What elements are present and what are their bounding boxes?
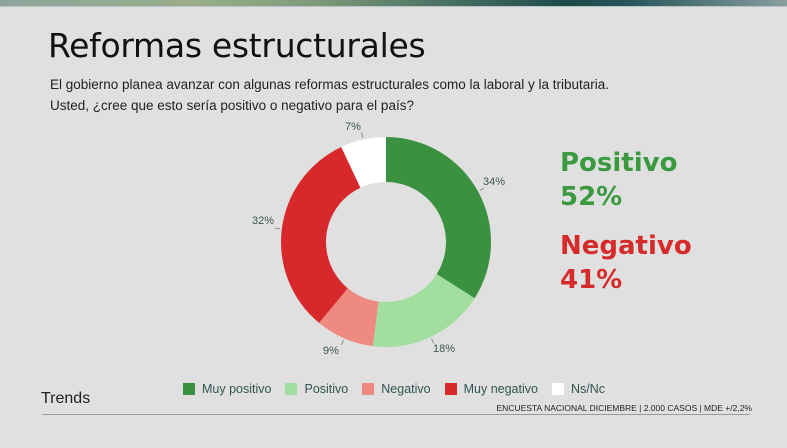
label-muy-negativo: 32% xyxy=(252,215,275,227)
label-ns-nc: 7% xyxy=(345,121,361,133)
legend-label: Muy negativo xyxy=(463,382,538,396)
positive-value: 52% xyxy=(560,182,623,212)
brand-logo: Trends xyxy=(41,390,91,407)
legend-label: Ns/Nc xyxy=(570,382,605,396)
legend-swatch xyxy=(362,383,375,395)
legend-item-muy-positivo: Muy positivo xyxy=(183,382,271,396)
label-leader-lines xyxy=(274,132,485,345)
question-line-2: Usted, ¿cree que esto sería positivo o n… xyxy=(50,98,414,113)
legend-swatch xyxy=(551,383,564,395)
legend-label: Negativo xyxy=(381,382,431,396)
label-positivo: 18% xyxy=(433,343,456,355)
legend-label: Muy positivo xyxy=(202,382,272,396)
legend-item-positivo: Positivo xyxy=(285,382,348,396)
slice-muy-negativo xyxy=(281,146,361,323)
negative-value: 41% xyxy=(560,265,623,295)
page-title: Reformas estructurales xyxy=(48,26,426,65)
legend-item-muy-negativo: Muy negativo xyxy=(444,382,538,396)
legend-swatch xyxy=(285,383,298,395)
legend-swatch xyxy=(444,383,457,395)
negative-summary: Negativo 41% xyxy=(560,229,692,297)
negative-label: Negativo xyxy=(560,231,692,261)
top-divider xyxy=(0,6,787,7)
source-note: ENCUESTA NACIONAL DICIEMBRE | 2.000 CASO… xyxy=(496,403,752,413)
slice-muy-positivo xyxy=(386,137,491,299)
chart-legend: Muy positivo Positivo Negativo Muy negat… xyxy=(183,382,619,396)
question-text: El gobierno planea avanzar con algunas r… xyxy=(50,74,609,116)
legend-swatch xyxy=(183,383,195,395)
legend-label: Positivo xyxy=(304,382,349,396)
positive-summary: Positivo 52% xyxy=(560,146,677,214)
slice-positivo xyxy=(372,274,475,348)
legend-item-negativo: Negativo xyxy=(362,382,431,396)
label-negativo: 9% xyxy=(323,345,339,357)
legend-item-ns-nc: Ns/Nc xyxy=(551,382,605,396)
label-muy-positivo: 34% xyxy=(483,176,506,188)
positive-label: Positivo xyxy=(560,148,678,178)
footer-divider xyxy=(42,414,750,415)
question-line-1: El gobierno planea avanzar con algunas r… xyxy=(50,77,610,92)
donut-slices xyxy=(281,137,491,348)
top-decorative-bar xyxy=(0,0,787,6)
slice-negativo xyxy=(319,288,379,347)
slice-ns-nc xyxy=(341,137,386,188)
